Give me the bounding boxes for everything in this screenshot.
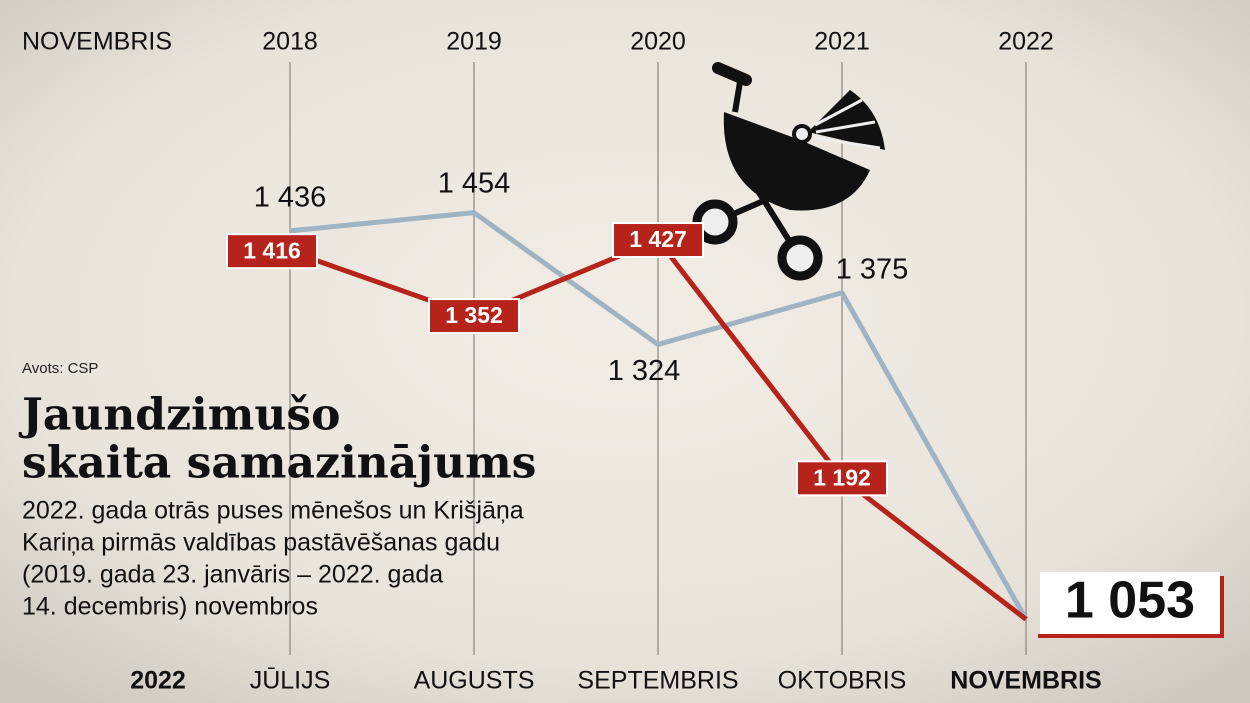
top-tick-label: 2020 [630,28,686,56]
value-label: 1 416 [243,237,301,263]
stroller-icon [692,62,885,281]
value-label: 1 375 [836,253,909,285]
value-label-box [612,222,704,259]
top-tick-label: 2019 [446,28,502,56]
big-label-bracket [1038,576,1224,638]
chart-title-line: Jaundzimušo [18,390,340,441]
bottom-row-label: 2022 [130,667,186,695]
x-tick-label: OKTOBRIS [778,667,907,695]
value-label: 1 454 [438,167,511,199]
subtitle-line: 2022. gada otrās puses mēnešos un Krišjā… [22,497,524,525]
chart-title-line: skaita samazinājums [22,438,536,489]
subtitle-line: Kariņa pirmās valdības pastāvēšanas gadu [22,529,500,557]
top-tick-label: 2018 [262,28,318,56]
value-label-box [428,298,520,335]
value-label: 1 053 [1065,572,1195,630]
top-row-label: NOVEMBRIS [22,28,172,56]
top-tick-label: 2021 [814,28,870,56]
line [289,210,1029,621]
value-label: 1 436 [254,182,327,214]
value-label: 1 352 [445,302,503,328]
value-label: 1 192 [813,464,871,490]
top-tick-label: 2022 [998,28,1054,56]
subtitle-line: (2019. gada 23. janvāris – 2022. gada [22,561,443,589]
value-label: 1 324 [608,355,681,387]
subtitle: 2022. gada otrās puses mēnešos un Krišjā… [22,497,524,621]
big-label-box [1040,572,1220,634]
value-label-box [226,233,318,270]
subtitle-line: 14. decembris) novembros [22,593,318,621]
value-label-box [796,460,888,497]
value-label: 1 427 [629,226,687,252]
source: Avots: CSP [22,360,98,377]
x-tick-label: AUGUSTS [414,667,535,695]
x-tick-label: JŪLIJS [250,667,331,695]
x-tick-label: SEPTEMBRIS [577,667,738,695]
x-tick-label: NOVEMBRIS [950,667,1101,695]
